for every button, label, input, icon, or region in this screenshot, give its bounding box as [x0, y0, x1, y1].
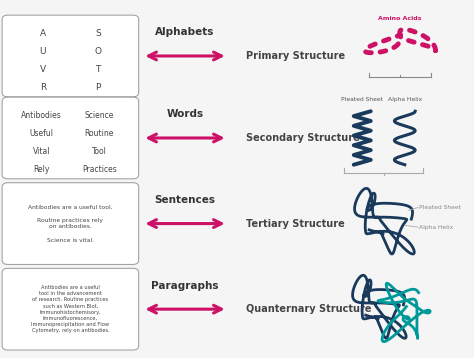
Text: S: S: [95, 29, 101, 38]
Text: Routine: Routine: [84, 129, 114, 138]
Text: Pleated Sheet: Pleated Sheet: [341, 97, 383, 102]
Text: Rely: Rely: [33, 165, 50, 174]
Text: U: U: [40, 47, 46, 56]
Text: P: P: [95, 83, 100, 92]
Text: O: O: [94, 47, 101, 56]
Text: A: A: [40, 29, 46, 38]
Text: Alphabets: Alphabets: [155, 28, 215, 38]
Text: Quanternary Structure: Quanternary Structure: [246, 304, 372, 314]
Text: Science: Science: [84, 111, 114, 120]
FancyBboxPatch shape: [2, 15, 139, 97]
Text: V: V: [40, 65, 46, 74]
Text: Useful: Useful: [29, 129, 54, 138]
Text: T: T: [95, 65, 100, 74]
Text: R: R: [40, 83, 46, 92]
Text: Pleated Sheet: Pleated Sheet: [419, 205, 461, 210]
FancyBboxPatch shape: [2, 183, 139, 265]
Text: Antibodies: Antibodies: [21, 111, 62, 120]
Text: Practices: Practices: [82, 165, 117, 174]
Text: Amino Acids: Amino Acids: [378, 16, 422, 21]
Text: Paragraphs: Paragraphs: [151, 281, 219, 291]
FancyBboxPatch shape: [2, 268, 139, 350]
FancyBboxPatch shape: [2, 97, 139, 179]
Text: Words: Words: [166, 110, 203, 120]
Text: Antibodies are a useful tool.

Routine practices rely
on antibodies.

Science is: Antibodies are a useful tool. Routine pr…: [28, 204, 113, 243]
Text: Alpha Helix: Alpha Helix: [419, 224, 453, 229]
Text: Antibodies are a useful
tool in the advancement
of research. Routine practices
s: Antibodies are a useful tool in the adva…: [31, 285, 109, 333]
Text: Tool: Tool: [92, 147, 107, 156]
Text: Primary Structure: Primary Structure: [246, 51, 346, 61]
Text: Secondary Structure: Secondary Structure: [246, 133, 360, 143]
Text: Tertiary Structure: Tertiary Structure: [246, 219, 345, 228]
Text: Sentences: Sentences: [155, 195, 216, 205]
Text: Alpha Helix: Alpha Helix: [388, 97, 422, 102]
Text: Vital: Vital: [33, 147, 50, 156]
